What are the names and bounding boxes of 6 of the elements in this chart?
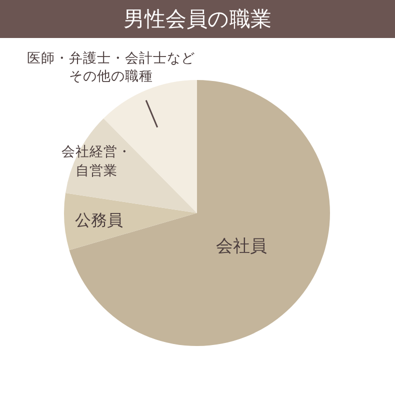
slice-label: 会社員	[216, 236, 268, 257]
slice-label: 公務員	[74, 210, 123, 229]
slice-label: 医師・弁護士・会計士などその他の職種	[27, 50, 196, 84]
pie-slice	[64, 193, 197, 250]
slice-label: 会社経営・自営業	[61, 144, 132, 180]
chart-title: 男性会員の職業	[124, 7, 272, 31]
